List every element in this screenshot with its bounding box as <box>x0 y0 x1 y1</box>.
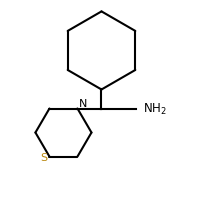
Text: N: N <box>78 98 86 108</box>
Text: S: S <box>40 152 47 162</box>
Text: NH$_2$: NH$_2$ <box>142 102 165 116</box>
